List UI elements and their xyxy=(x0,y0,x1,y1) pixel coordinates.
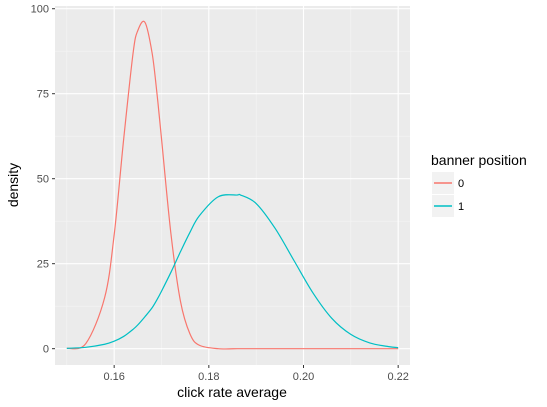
y-tick-label: 25 xyxy=(37,259,49,271)
legend-label-0: 0 xyxy=(458,178,464,190)
x-axis: 0.16 0.18 0.20 0.22 xyxy=(103,365,409,383)
legend-title: banner position xyxy=(431,152,527,168)
plot-panel xyxy=(55,6,410,365)
y-tick-label: 0 xyxy=(43,344,49,356)
x-tick-label: 0.22 xyxy=(387,371,408,383)
y-tick-label: 75 xyxy=(37,89,49,101)
series-line-0 xyxy=(66,20,399,350)
series-lines xyxy=(66,20,399,350)
y-tick-label: 50 xyxy=(37,174,49,186)
x-axis-title: click rate average xyxy=(177,384,287,400)
legend: banner position 0 1 xyxy=(431,152,527,217)
legend-label-1: 1 xyxy=(458,201,464,213)
y-axis: 0 25 50 75 100 xyxy=(31,4,55,356)
x-tick-label: 0.20 xyxy=(293,371,314,383)
x-tick-label: 0.16 xyxy=(103,371,124,383)
x-tick-label: 0.18 xyxy=(198,371,219,383)
y-axis-title: density xyxy=(5,163,21,207)
y-tick-label: 100 xyxy=(31,4,49,16)
series-line-1 xyxy=(66,193,399,349)
